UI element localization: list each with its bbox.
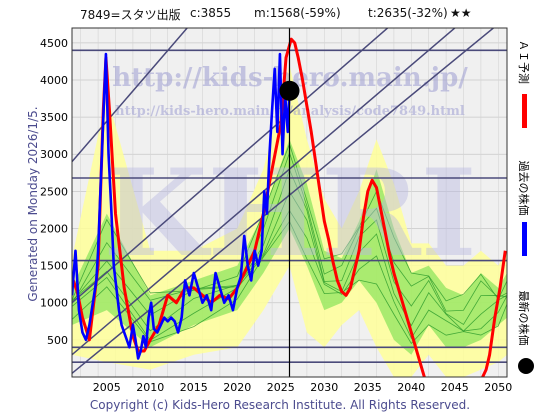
x-tick-label: 2010 [136,381,164,394]
legend-past-price-swatch [522,222,527,256]
x-tick-label: 2025 [267,381,295,394]
y-tick-label: 2500 [40,185,68,198]
x-tick-label: 2035 [354,381,382,394]
latest-price-marker [279,80,300,101]
legend-ai-forecast-label: ＡＩ予測 [517,40,530,84]
y-tick-label: 4000 [40,74,68,87]
legend-latest-price-label: 最新の株価 [517,290,530,346]
past-price-line [72,52,291,360]
y-axis-ticks: 500 1000 1500 2000 2500 3000 3500 4000 4500 [40,37,68,347]
y-tick-label: 4500 [40,37,68,50]
legend-latest-price-dot [518,358,534,374]
scenario-line [72,142,507,302]
scenario-line [72,168,507,326]
legend-ai-forecast-swatch [522,94,527,128]
x-tick-label: 2040 [397,381,425,394]
x-tick-label: 2020 [223,381,251,394]
x-tick-label: 2030 [310,381,338,394]
target-label: t:2635(-32%) [368,6,448,20]
max-label: m:1568(-59%) [254,6,341,20]
stock-code-name: 7849=スタツ出版 [80,8,181,22]
generated-date-text: Generated on Monday 2026/1/5. [26,106,40,302]
rating-stars: ★★ [450,6,472,20]
x-tick-label: 2045 [441,381,469,394]
legend-past-price-label: 過去の株価 [517,160,530,216]
y-tick-label: 3500 [40,111,68,124]
x-tick-label: 2005 [93,381,121,394]
y-tick-label: 1500 [40,260,68,273]
y-tick-label: 1000 [40,297,68,310]
y-tick-label: 3000 [40,148,68,161]
x-tick-label: 2050 [484,381,512,394]
copyright-footer: Copyright (c) Kids-Hero Research Institu… [89,398,471,412]
plot-frame [71,27,508,378]
current-price: c:3855 [190,6,232,20]
x-axis-ticks: 2005 2010 2015 2020 2025 2030 2035 2040 2045 2050 [93,381,512,394]
trend-line [72,28,189,163]
chart-title: 7849=スタツ出版 c:3855 m:1568(-59%) t:2635(-3… [72,6,507,24]
y-tick-label: 2000 [40,222,68,235]
x-tick-label: 2015 [180,381,208,394]
y-tick-label: 500 [47,334,68,347]
price-series [72,37,507,377]
